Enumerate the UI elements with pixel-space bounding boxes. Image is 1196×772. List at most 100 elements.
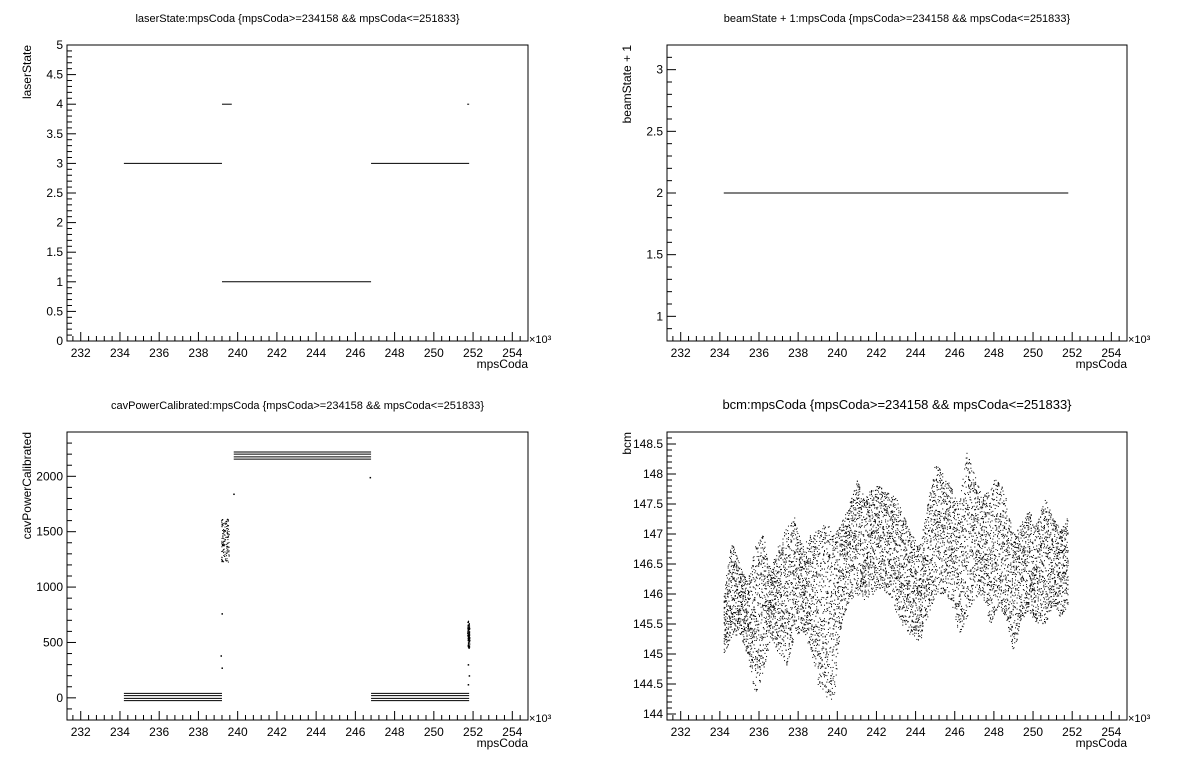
data-point: [770, 616, 772, 618]
data-point: [772, 571, 774, 573]
data-point: [855, 556, 857, 558]
data-point: [892, 570, 894, 572]
data-point: [816, 596, 818, 598]
data-point: [786, 557, 788, 559]
data-point: [818, 640, 820, 642]
data-point: [787, 633, 789, 635]
x-axis-label: mpsCoda: [1076, 736, 1128, 750]
data-point: [775, 646, 777, 648]
data-point: [852, 563, 854, 565]
data-point: [801, 603, 803, 605]
data-point: [808, 585, 810, 587]
data-point: [875, 587, 877, 589]
data-point: [797, 551, 799, 553]
data-point: [873, 520, 875, 522]
data-point: [815, 546, 817, 548]
data-point: [861, 519, 863, 521]
data-point: [758, 556, 760, 558]
data-point: [735, 581, 737, 583]
data-point: [778, 582, 780, 584]
data-point: [755, 639, 757, 641]
data-point: [846, 518, 848, 520]
data-point: [823, 663, 825, 665]
data-point: [805, 563, 807, 565]
data-point: [222, 523, 224, 525]
data-point: [769, 622, 771, 624]
data-point: [735, 563, 737, 565]
data-point: [893, 521, 895, 523]
data-point: [805, 607, 807, 609]
data-point: [780, 553, 782, 555]
y-tick-label: 1: [656, 309, 663, 323]
data-point: [793, 614, 795, 616]
data-point: [902, 525, 904, 527]
data-point: [814, 587, 816, 589]
data-point: [793, 621, 795, 623]
data-point: [819, 581, 821, 583]
data-point: [859, 517, 861, 519]
data-point: [757, 620, 759, 622]
x-axis-label: mpsCoda: [477, 357, 529, 371]
data-point: [896, 528, 898, 530]
data-point: [892, 537, 894, 539]
data-point: [791, 532, 793, 534]
data-point: [743, 631, 745, 633]
data-point: [823, 525, 825, 527]
data-point: [802, 594, 804, 596]
data-point: [849, 546, 851, 548]
data-point: [798, 558, 800, 560]
data-point: [865, 581, 867, 583]
data-point: [468, 620, 470, 622]
data-point: [802, 584, 804, 586]
data-point: [834, 612, 836, 614]
data-point: [856, 485, 858, 487]
data-point: [848, 524, 850, 526]
data-point: [838, 589, 840, 591]
data-point: [228, 546, 230, 548]
data-point: [770, 609, 772, 611]
data-point: [880, 545, 882, 547]
data-point: [745, 608, 747, 610]
data-point: [892, 503, 894, 505]
data-point: [780, 557, 782, 559]
data-point: [770, 604, 772, 606]
data-point: [226, 519, 228, 521]
data-point: [222, 529, 224, 531]
data-point: [880, 579, 882, 581]
data-point: [757, 650, 759, 652]
data-point: [894, 517, 896, 519]
data-point: [759, 597, 761, 599]
data-point: [873, 563, 875, 565]
data-point: [832, 679, 834, 681]
data-point: [900, 549, 902, 551]
data-point: [792, 600, 794, 602]
data-point: [898, 607, 900, 609]
data-point: [864, 586, 866, 588]
data-point: [834, 603, 836, 605]
data-point: [801, 629, 803, 631]
data-point: [761, 537, 763, 539]
data-point: [779, 552, 781, 554]
data-point: [467, 664, 470, 666]
data-point: [759, 594, 760, 596]
data-point: [861, 505, 863, 507]
data-point: [822, 633, 824, 635]
data-point: [749, 638, 751, 640]
data-point: [744, 577, 746, 579]
data-point: [809, 644, 811, 646]
data-point: [795, 598, 797, 600]
data-point: [823, 671, 825, 673]
data-point: [888, 560, 890, 562]
data-point: [759, 674, 760, 676]
data-point: [893, 499, 895, 501]
data-point: [841, 589, 843, 591]
data-point: [879, 583, 881, 585]
x-tick-label: 234: [710, 346, 730, 360]
data-point: [795, 600, 797, 602]
data-point: [860, 502, 862, 504]
data-point: [801, 543, 803, 545]
data-point: [829, 651, 831, 653]
data-point: [468, 636, 470, 638]
data-point: [752, 661, 754, 663]
data-point: [756, 624, 758, 626]
